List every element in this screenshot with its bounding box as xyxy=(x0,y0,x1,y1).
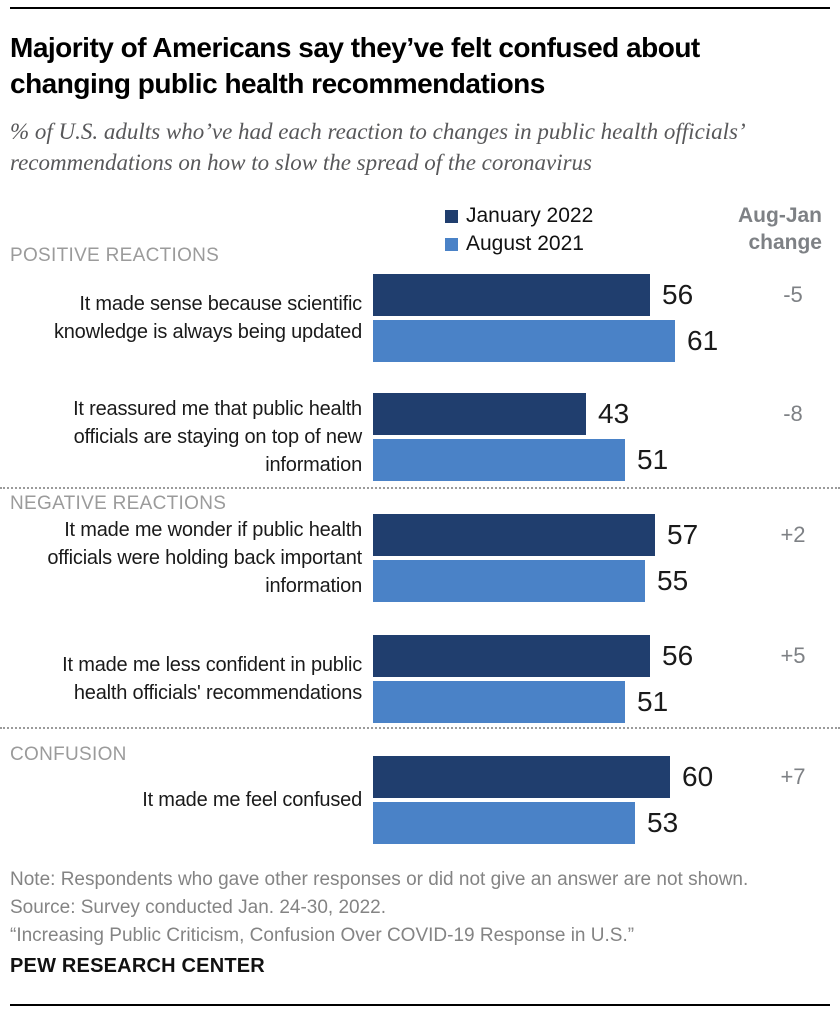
legend-swatch-january-icon xyxy=(445,209,458,223)
source-line: Source: Survey conducted Jan. 24-30, 202… xyxy=(10,897,387,918)
category-label: It made sense because scientific knowled… xyxy=(53,293,362,343)
bar-value: 61 xyxy=(687,325,719,356)
category-label: It made me wonder if public health offic… xyxy=(47,519,362,597)
section-label: NEGATIVE REACTIONS xyxy=(10,493,227,514)
change-value: -8 xyxy=(783,401,803,426)
bar-value: 55 xyxy=(657,565,689,596)
report-title-line: “Increasing Public Criticism, Confusion … xyxy=(10,925,635,946)
section-label: CONFUSION xyxy=(10,744,127,765)
bar-august: 55 xyxy=(373,560,688,602)
legend-label-august: August 2021 xyxy=(466,232,584,255)
legend-label-january: January 2022 xyxy=(466,204,594,227)
change-value: +7 xyxy=(780,764,806,789)
bar-august: 51 xyxy=(373,681,668,723)
dotted-divider xyxy=(0,727,840,729)
category-label: It reassured me that public health offic… xyxy=(73,398,362,476)
bar-value: 51 xyxy=(637,444,669,475)
bar-january: 56 xyxy=(373,635,693,677)
bar-value: 53 xyxy=(647,807,679,838)
chart-title: Majority of Americans say they’ve felt c… xyxy=(10,32,700,99)
change-value: -5 xyxy=(783,282,803,307)
bar-value: 51 xyxy=(637,686,669,717)
bar-january: 43 xyxy=(373,393,629,435)
bar-value: 60 xyxy=(682,761,714,792)
change-column-header: Aug-Jan change xyxy=(738,204,822,254)
section-label: POSITIVE REACTIONS xyxy=(10,245,220,266)
dotted-divider xyxy=(0,487,840,489)
bar-january: 60 xyxy=(373,756,713,798)
legend-item-january: January 2022 xyxy=(445,202,593,230)
bar-august: 51 xyxy=(373,439,668,481)
change-value: +5 xyxy=(780,643,806,668)
category-label: It made me less confident in public heal… xyxy=(62,654,362,704)
bar-value: 43 xyxy=(598,398,630,429)
bar-january: 57 xyxy=(373,514,698,556)
change-value: +2 xyxy=(780,522,806,547)
bar-value: 56 xyxy=(662,279,694,310)
bar-value: 56 xyxy=(662,640,694,671)
footer-notes: Note: Respondents who gave other respons… xyxy=(10,866,748,950)
chart-subtitle: % of U.S. adults who’ve had each reactio… xyxy=(10,119,744,175)
bottom-rule xyxy=(10,1004,830,1006)
legend-swatch-august-icon xyxy=(445,237,458,251)
legend-item-august: August 2021 xyxy=(445,230,593,258)
brand-label: PEW RESEARCH CENTER xyxy=(10,955,265,977)
top-rule xyxy=(10,7,830,9)
legend: January 2022 August 2021 xyxy=(445,202,593,258)
bar-january: 56 xyxy=(373,274,693,316)
category-label: It made me feel confused xyxy=(142,789,362,811)
note-line: Note: Respondents who gave other respons… xyxy=(10,869,749,890)
bar-value: 57 xyxy=(667,519,699,550)
bar-august: 61 xyxy=(373,320,718,362)
bar-august: 53 xyxy=(373,802,678,844)
